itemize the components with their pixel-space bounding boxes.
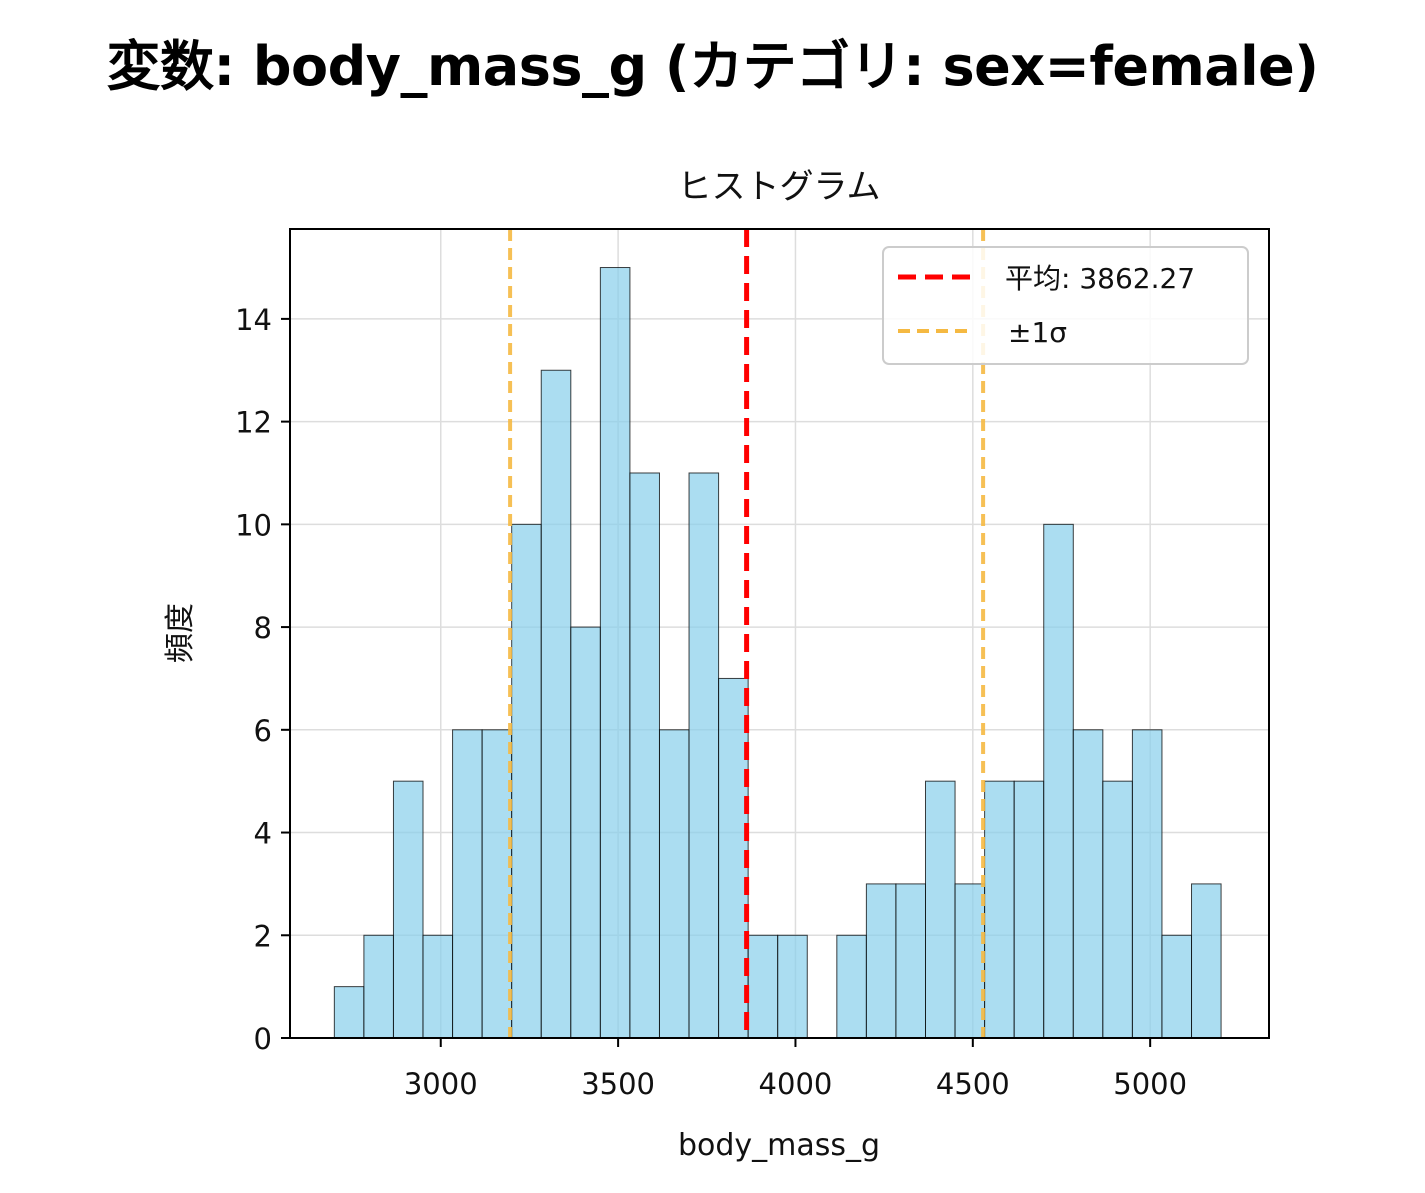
- histogram-bar: [511, 523, 542, 1039]
- x-tick-label: 4500: [936, 1067, 1010, 1101]
- histogram-bar: [865, 883, 897, 1039]
- figure-title: 変数: body_mass_g (カテゴリ: sex=female): [106, 35, 1319, 98]
- histogram-bar: [777, 934, 808, 1039]
- y-tick-label: 4: [254, 817, 272, 851]
- histogram-bar: [392, 780, 424, 1039]
- legend: 平均: 3862.27 ±1σ: [882, 246, 1249, 365]
- histogram-bar: [954, 883, 986, 1039]
- histogram-bar: [599, 267, 631, 1039]
- y-tick-label: 14: [235, 303, 272, 337]
- x-tick-label: 4000: [759, 1067, 833, 1101]
- y-tick-label: 2: [254, 919, 272, 953]
- histogram-bars: [333, 267, 1222, 1039]
- histogram-bar: [658, 729, 690, 1039]
- histogram-bar: [1072, 729, 1104, 1039]
- histogram-bar: [1131, 729, 1163, 1039]
- histogram-bar: [984, 780, 1015, 1039]
- chart-subtitle: ヒストグラム: [678, 167, 881, 207]
- y-tick-label: 10: [235, 508, 272, 542]
- histogram-bar: [836, 934, 867, 1039]
- histogram-bar: [1102, 780, 1133, 1039]
- histogram-bar: [540, 369, 572, 1039]
- legend-sigma-label: ±1σ: [1008, 316, 1067, 349]
- plot-frame: [289, 228, 1270, 1039]
- histogram-bar: [895, 883, 926, 1039]
- histogram-bar: [481, 729, 513, 1039]
- histogram-bar: [422, 934, 454, 1039]
- x-tick-label: 5000: [1113, 1067, 1187, 1101]
- y-tick-label: 12: [235, 406, 272, 440]
- x-axis-ticks: 3000 3500 4000 4500 5000: [404, 1038, 1187, 1101]
- histogram-bar: [924, 780, 956, 1039]
- histogram-bar: [333, 986, 365, 1039]
- histogram-bar: [1013, 780, 1045, 1039]
- legend-mean-label: 平均: 3862.27: [1005, 262, 1195, 295]
- y-tick-label: 8: [254, 611, 272, 645]
- y-tick-label: 6: [254, 714, 272, 748]
- histogram-bar: [718, 677, 749, 1039]
- y-tick-label: 0: [254, 1022, 272, 1056]
- histogram-bar: [1191, 883, 1222, 1039]
- histogram-bar: [688, 472, 720, 1039]
- histogram-bar: [363, 934, 394, 1039]
- histogram-bar: [1161, 934, 1193, 1039]
- histogram-bar: [452, 729, 483, 1039]
- legend-box: [882, 246, 1249, 365]
- y-axis-ticks: 0 2 4 6 8 10 12 14: [235, 303, 290, 1056]
- histogram-bar: [629, 472, 660, 1039]
- histogram-bar: [1043, 523, 1074, 1039]
- x-tick-label: 3500: [581, 1067, 655, 1101]
- x-tick-label: 3000: [404, 1067, 478, 1101]
- histogram-bar: [570, 626, 601, 1039]
- x-axis-label: body_mass_g: [678, 1128, 880, 1163]
- y-axis-label: 頻度: [163, 603, 198, 663]
- histogram-bar: [747, 934, 779, 1039]
